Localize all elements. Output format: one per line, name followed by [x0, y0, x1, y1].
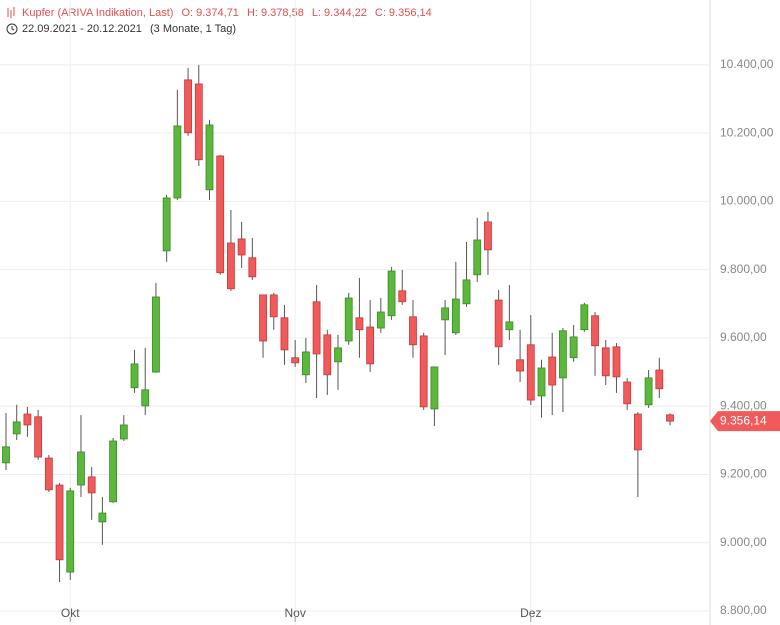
header-text: Kupfer (ARIVA Indikation, Last) — [22, 7, 173, 19]
candle-body — [430, 366, 439, 410]
candle-body — [87, 476, 96, 494]
candle-body — [419, 335, 428, 408]
header: Kupfer (ARIVA Indikation, Last) O: 9.374,… — [22, 7, 432, 19]
x-tick-label: Okt — [61, 606, 80, 620]
candle-body — [409, 316, 417, 346]
candle-body — [130, 363, 139, 389]
candle-body — [591, 315, 599, 347]
y-tick-label: 9.200,00 — [720, 467, 767, 481]
candle-body — [23, 413, 32, 426]
header-text: H: 9.378,58 — [247, 7, 304, 19]
candle-body — [98, 512, 107, 523]
date-range: 22.09.2021 - 20.12.2021 — [22, 23, 142, 35]
candle-body — [152, 296, 160, 373]
header-text: L: 9.344,22 — [312, 7, 367, 19]
y-tick-label: 9.000,00 — [720, 535, 767, 549]
last-price-label: 9.356,14 — [720, 413, 767, 427]
candle-body — [441, 307, 450, 321]
candle-body — [205, 124, 214, 191]
candle-body — [623, 381, 632, 405]
candle-body — [269, 294, 278, 318]
candle-body — [237, 238, 246, 256]
candle-body — [280, 317, 289, 351]
y-tick-label: 9.400,00 — [720, 398, 767, 412]
candle-body — [162, 197, 171, 252]
candle-body — [494, 299, 503, 348]
candle-body — [119, 424, 128, 440]
candle-body — [666, 414, 674, 422]
x-tick-label: Dez — [520, 606, 541, 620]
candle-body — [227, 242, 235, 290]
candle-body — [2, 446, 10, 464]
candle-body — [644, 377, 653, 406]
candle-body — [323, 334, 332, 376]
candle-body — [355, 317, 364, 331]
candle-body — [334, 347, 342, 363]
candle-body — [173, 125, 182, 199]
header-icon — [7, 7, 15, 18]
candle-body — [580, 304, 589, 331]
candle-body — [248, 257, 257, 278]
candle-body — [216, 155, 225, 274]
candle-body — [109, 440, 117, 503]
candle-body — [366, 326, 375, 365]
candle-body — [34, 416, 43, 458]
candle-body — [259, 294, 267, 342]
candle-body — [548, 356, 557, 386]
candle-body — [473, 239, 482, 276]
candle-body — [77, 451, 85, 486]
candle-body — [633, 413, 642, 451]
x-tick-label: Nov — [284, 606, 305, 620]
candle-body — [655, 369, 664, 390]
y-tick-label: 10.000,00 — [720, 194, 774, 208]
candle-body — [344, 297, 353, 342]
candle-body — [601, 347, 610, 377]
candle-body — [387, 270, 396, 317]
clock-icon — [6, 23, 18, 35]
last-price-tag — [710, 411, 780, 432]
candle-body — [612, 346, 621, 378]
y-tick-label: 8.800,00 — [720, 603, 767, 617]
candle-body — [184, 79, 192, 134]
candle-body — [12, 421, 21, 435]
candle-body — [451, 298, 460, 334]
candle-body — [291, 357, 300, 364]
period: (3 Monate, 1 Tag) — [150, 23, 236, 35]
header-text: C: 9.356,14 — [375, 7, 432, 19]
y-tick-label: 9.600,00 — [720, 330, 767, 344]
candle-body — [537, 367, 546, 397]
candle-body — [55, 484, 64, 561]
y-tick-label: 9.800,00 — [720, 262, 767, 276]
candle-body — [141, 389, 150, 407]
candle-body — [484, 221, 492, 251]
candle-body — [569, 336, 578, 359]
y-tick-label: 10.400,00 — [720, 57, 774, 71]
candle-body — [376, 311, 385, 329]
candle-body — [398, 290, 407, 303]
candle-body — [194, 83, 203, 161]
candle-body — [526, 344, 535, 401]
candle-body — [462, 279, 471, 305]
candle-body — [559, 330, 567, 379]
candle-body — [505, 321, 514, 331]
candle-body — [301, 351, 310, 376]
candle-body — [66, 490, 75, 573]
header-text: O: 9.374,71 — [181, 7, 239, 19]
candle-body — [44, 457, 53, 491]
y-tick-label: 10.200,00 — [720, 125, 774, 139]
candle-body — [516, 359, 524, 372]
candle-body — [312, 301, 321, 355]
